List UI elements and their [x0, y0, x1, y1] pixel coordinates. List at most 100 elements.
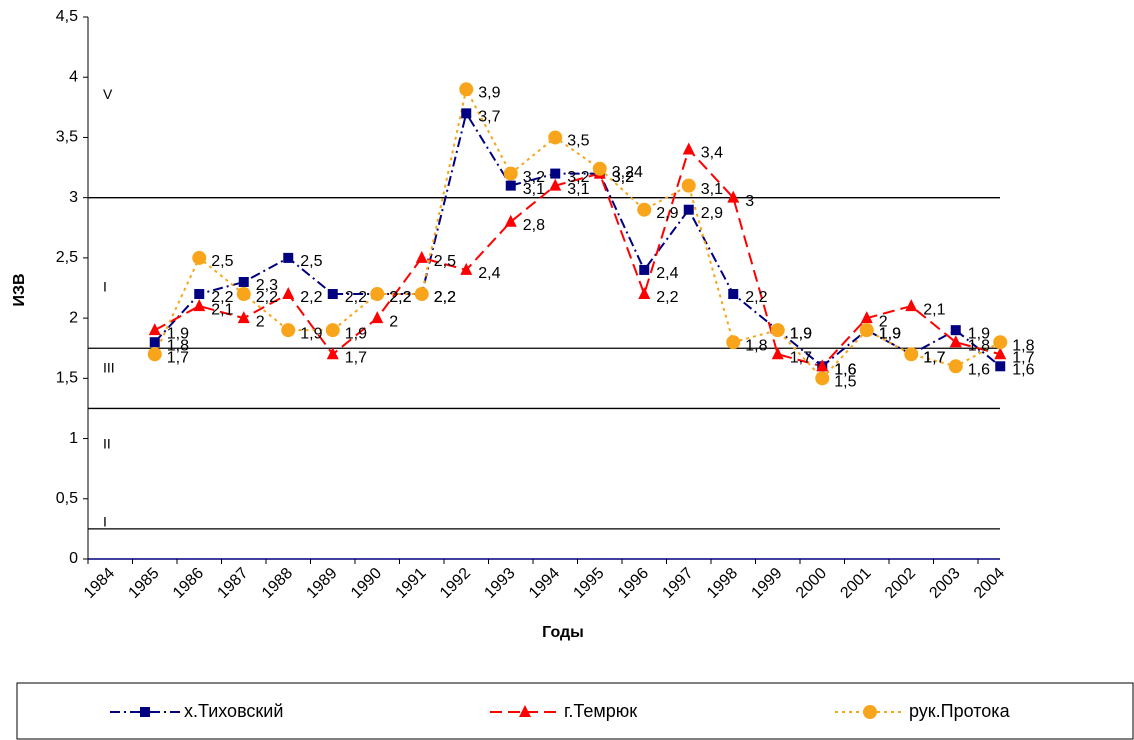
- x-tick-label: 2001: [837, 565, 874, 602]
- x-tick-label: 1985: [125, 565, 162, 602]
- legend-marker: [140, 707, 150, 717]
- data-point: [548, 130, 563, 145]
- legend-label: г.Темрюк: [564, 701, 637, 721]
- data-point: [592, 161, 607, 176]
- data-label: 2,9: [656, 205, 678, 222]
- data-label: 2,8: [523, 217, 545, 234]
- data-label: 1,8: [745, 337, 767, 354]
- zone-label: I: [103, 279, 107, 295]
- x-tick-label: 2003: [926, 565, 963, 602]
- y-tick-label: 1,5: [56, 370, 78, 387]
- data-point: [771, 347, 784, 360]
- data-point: [994, 347, 1007, 360]
- data-label: 3,1: [701, 181, 723, 198]
- data-point: [459, 82, 474, 97]
- data-label: 2,9: [701, 205, 723, 222]
- x-tick-label: 1991: [392, 565, 429, 602]
- x-tick-label: 1997: [659, 565, 696, 602]
- data-point: [904, 347, 919, 362]
- data-point: [147, 347, 162, 362]
- legend-label: х.Тиховский: [184, 701, 283, 721]
- data-point: [682, 142, 695, 155]
- data-point: [281, 323, 296, 338]
- data-point: [238, 276, 249, 287]
- data-label: 3,2: [523, 169, 545, 186]
- x-tick-label: 1984: [81, 565, 118, 602]
- data-label: 1,6: [968, 362, 990, 379]
- data-label: 1,7: [790, 349, 812, 366]
- data-label: 1,5: [834, 374, 856, 391]
- data-label: 1,7: [923, 349, 945, 366]
- y-tick-label: 1: [69, 430, 78, 447]
- data-point: [149, 337, 160, 348]
- legend-label: рук.Протока: [909, 701, 1011, 721]
- data-label: 2,2: [389, 289, 411, 306]
- data-point: [237, 311, 250, 324]
- data-point: [859, 323, 874, 338]
- y-axis-title: ИЗВ: [11, 273, 28, 306]
- data-label: 2,1: [923, 301, 945, 318]
- data-label: 2,2: [434, 289, 456, 306]
- data-label: 2,4: [478, 265, 500, 282]
- x-tick-label: 1998: [704, 565, 741, 602]
- data-point: [815, 371, 830, 386]
- x-tick-label: 2000: [793, 565, 830, 602]
- data-label: 2,2: [300, 289, 322, 306]
- x-tick-label: 1990: [348, 565, 385, 602]
- data-label: 1,6: [1012, 362, 1034, 379]
- data-label: 3,4: [701, 145, 723, 162]
- data-label: 2,2: [434, 289, 456, 306]
- data-point: [816, 359, 829, 372]
- y-tick-label: 2: [69, 309, 78, 326]
- x-tick-label: 2002: [882, 565, 919, 602]
- data-label: 3,1: [567, 181, 589, 198]
- data-label: 3,2: [612, 169, 634, 186]
- data-point: [325, 323, 340, 338]
- zone-label: II: [103, 435, 111, 451]
- data-label: 2: [389, 313, 398, 330]
- data-point: [414, 287, 429, 302]
- data-label: 3,5: [567, 133, 589, 150]
- x-tick-label: 1993: [481, 565, 518, 602]
- legend-marker: [863, 705, 877, 719]
- x-tick-label: 2004: [971, 565, 1008, 602]
- y-tick-label: 3: [69, 189, 78, 206]
- data-label: 3,1: [523, 181, 545, 198]
- data-point: [949, 335, 962, 348]
- data-label: 2,2: [256, 289, 278, 306]
- data-point: [948, 359, 963, 374]
- data-point: [282, 287, 295, 300]
- data-label: 2: [256, 313, 265, 330]
- data-label: 1,7: [345, 349, 367, 366]
- data-point: [503, 166, 518, 181]
- legend-marker: [519, 705, 531, 717]
- y-tick-label: 4: [69, 68, 78, 85]
- data-point: [993, 335, 1008, 350]
- data-point: [638, 287, 651, 300]
- data-point: [505, 180, 516, 191]
- y-tick-label: 2,5: [56, 249, 78, 266]
- zone-label: I: [103, 514, 107, 530]
- data-label: 3,7: [478, 109, 500, 126]
- data-label: 2,5: [434, 253, 456, 270]
- data-label: 2,3: [256, 277, 278, 294]
- series-line: [154, 110, 1001, 368]
- data-label: 1,9: [879, 325, 901, 342]
- data-label: 2,5: [211, 253, 233, 270]
- data-point: [236, 287, 251, 302]
- data-label: 2,4: [656, 265, 678, 282]
- data-point: [461, 108, 472, 119]
- data-point: [148, 323, 161, 336]
- data-label: 1,9: [790, 325, 812, 342]
- data-point: [728, 289, 739, 300]
- data-label: 2,2: [211, 289, 233, 306]
- x-tick-label: 1987: [214, 565, 251, 602]
- data-label: 1,9: [879, 325, 901, 342]
- data-label: 1,9: [968, 325, 990, 342]
- data-point: [550, 168, 561, 179]
- data-label: 1,7: [167, 349, 189, 366]
- data-point: [370, 287, 385, 302]
- data-label: 2,2: [745, 289, 767, 306]
- data-point: [415, 250, 428, 263]
- data-label: 1,8: [968, 337, 990, 354]
